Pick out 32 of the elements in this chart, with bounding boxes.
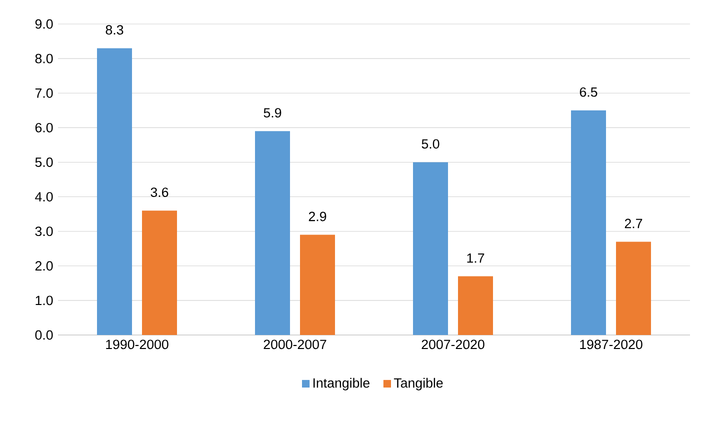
y-tick-label: 9.0 — [35, 19, 53, 29]
bar — [413, 162, 448, 335]
y-tick-label: 5.0 — [35, 158, 53, 167]
bar — [142, 210, 177, 335]
legend-label: Tangible — [394, 378, 443, 390]
bar — [255, 131, 290, 335]
y-tick-label: 8.0 — [35, 54, 53, 64]
y-tick-label: 6.0 — [35, 122, 53, 132]
x-tick-label: 2007-2020 — [422, 340, 484, 350]
bar — [458, 276, 494, 335]
data-label: 6.5 — [580, 87, 598, 97]
data-label: 5.9 — [264, 108, 282, 118]
x-tick-label: 1990-2000 — [106, 340, 168, 350]
legend-label: Intangible — [313, 378, 370, 390]
x-tick-label: 2000-2007 — [264, 340, 326, 350]
data-label: 1.7 — [467, 253, 484, 263]
y-tick-label: 3.0 — [35, 226, 53, 236]
data-label: 2.7 — [624, 218, 642, 228]
y-tick-label: 7.0 — [35, 88, 53, 98]
data-label: 5.0 — [422, 139, 440, 149]
x-tick-label: 1987-2020 — [580, 340, 642, 350]
y-tick-label: 4.0 — [35, 192, 53, 202]
y-tick-label: 0.0 — [35, 330, 53, 340]
bar — [300, 234, 335, 335]
bar — [616, 242, 652, 335]
data-label: 3.6 — [150, 188, 168, 197]
data-label: 8.3 — [106, 25, 124, 35]
bar — [97, 48, 132, 335]
bar — [571, 110, 606, 335]
y-tick-label: 1.0 — [36, 296, 53, 306]
y-tick-label: 2.0 — [35, 261, 53, 271]
data-label: 2.9 — [308, 212, 326, 222]
